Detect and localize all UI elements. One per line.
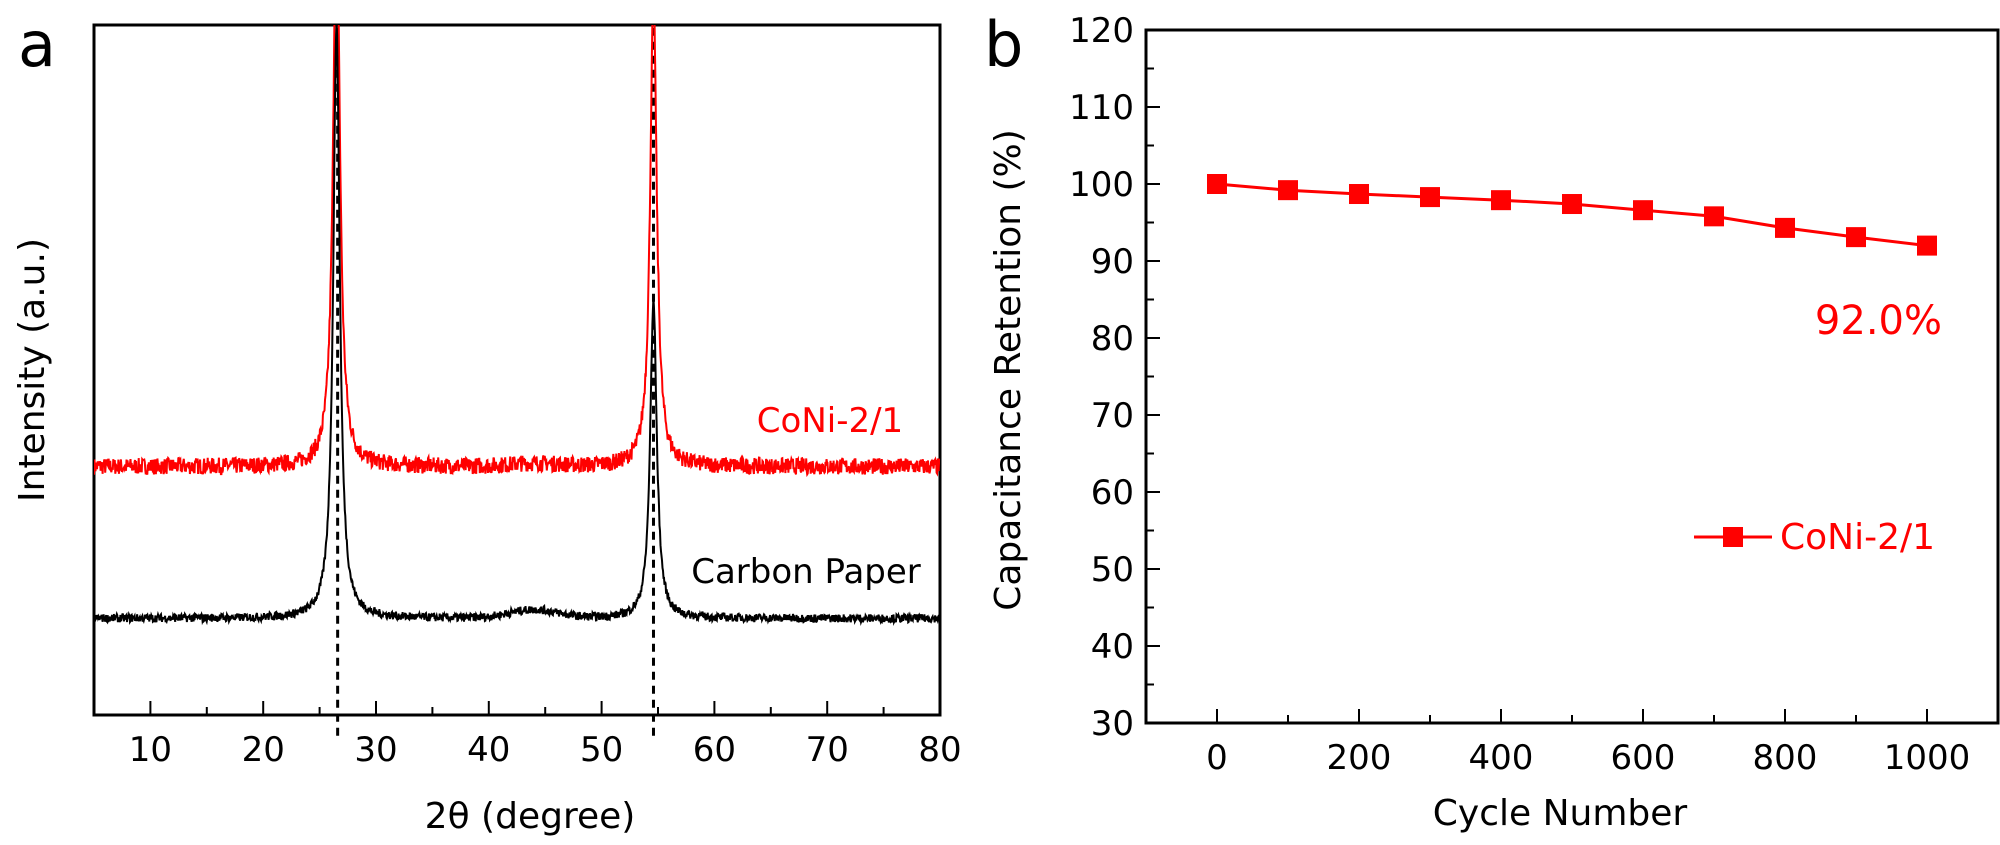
- y-tick-label: 40: [1091, 627, 1134, 667]
- x-tick-label: 40: [467, 730, 510, 770]
- data-point: [1420, 187, 1440, 208]
- x-tick-label: 800: [1753, 738, 1818, 778]
- data-point: [1775, 217, 1795, 238]
- legend-marker: [1723, 527, 1743, 547]
- data-point: [1278, 180, 1298, 201]
- y-tick-label: 110: [1069, 88, 1134, 128]
- panel-b-frame: [1144, 28, 2000, 725]
- panel-a-y-axis-label: Intensity (a.u.): [12, 238, 53, 502]
- data-point: [1349, 184, 1369, 205]
- x-tick-label: 20: [242, 730, 285, 770]
- panel-a: a 10 20 30 40 50 60 70 80 Intensity (a.u.) 2θ (…: [12, 8, 962, 837]
- x-tick-label: 70: [806, 730, 849, 770]
- x-tick-label: 200: [1327, 738, 1392, 778]
- y-tick-label: 90: [1091, 242, 1134, 282]
- annotation-carbon-paper-label: Carbon Paper: [691, 552, 921, 592]
- theta-symbol: θ: [448, 796, 470, 837]
- legend: CoNi-2/1: [1694, 517, 1935, 558]
- y-tick-label: 120: [1069, 11, 1134, 51]
- data-point: [1491, 190, 1511, 211]
- data-point: [1633, 200, 1653, 221]
- x-tick-label: 50: [580, 730, 623, 770]
- y-tick-label: 50: [1091, 550, 1134, 590]
- x-tick-label: 400: [1469, 738, 1534, 778]
- x-tick-label: 600: [1611, 738, 1676, 778]
- data-point: [1917, 235, 1937, 256]
- x-tick-label: 1000: [1884, 738, 1971, 778]
- y-tick-label: 70: [1091, 396, 1134, 436]
- x-tick-label: 0: [1206, 738, 1228, 778]
- series-coni-2-1: [94, 25, 940, 478]
- xlabel-prefix: 2: [425, 796, 448, 837]
- retention-annotation: 92.0%: [1815, 298, 1942, 344]
- series-carbon-paper: [94, 25, 940, 626]
- y-tick-label: 60: [1091, 473, 1134, 513]
- x-tick-label: 10: [129, 730, 172, 770]
- x-tick-label: 60: [693, 730, 736, 770]
- panel-b-label: b: [984, 8, 1023, 81]
- y-tick-label: 80: [1091, 319, 1134, 359]
- panel-b: b 30 40 50 60 70 80 90 100 110 120 0 200 400 600 800 1…: [984, 8, 2000, 834]
- xlabel-suffix: (degree): [470, 796, 636, 837]
- data-point: [1207, 174, 1227, 194]
- y-tick-label: 30: [1091, 704, 1134, 744]
- data-point: [1846, 227, 1866, 248]
- data-point: [1562, 194, 1582, 215]
- data-point: [1704, 206, 1724, 227]
- y-tick-label: 100: [1069, 165, 1134, 205]
- panel-a-label: a: [18, 8, 56, 81]
- x-tick-label: 80: [918, 730, 961, 770]
- annotation-coni-label: CoNi-2/1: [757, 401, 903, 441]
- series-line: [1216, 182, 1928, 248]
- legend-label: CoNi-2/1: [1780, 517, 1935, 558]
- x-tick-label: 30: [354, 730, 397, 770]
- panel-a-x-axis-label: 2θ (degree): [425, 796, 636, 837]
- panel-b-y-axis-label: Capacitance Retention (%): [988, 129, 1029, 611]
- panel-b-x-axis-label: Cycle Number: [1433, 793, 1688, 834]
- panel-a-frame: [92, 23, 942, 717]
